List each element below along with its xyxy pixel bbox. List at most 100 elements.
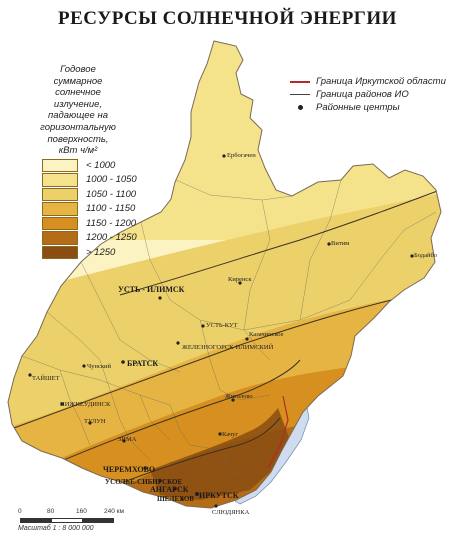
symbol-legend-row: Районные центры	[290, 101, 446, 114]
city-label-kachug: Качуг	[222, 431, 238, 438]
city-label-vitim: Витим	[331, 240, 349, 247]
city-label-angarsk: АНГАРСК	[150, 485, 189, 494]
city-label-bratsk: БРАТСК	[127, 359, 158, 368]
legend-row: > 1250	[42, 245, 137, 260]
legend-row: 1200 - 1250	[42, 231, 137, 246]
scale-bar: 0 80 160 240 км Масштаб 1 : 8 000 000	[18, 508, 128, 532]
city-label-taishet: ТАЙШЕТ	[32, 374, 60, 382]
legend-title-line: Годовое	[60, 64, 96, 75]
symbol-legend: Граница Иркутской области Граница районо…	[290, 75, 446, 114]
city-dot-kachug	[218, 432, 222, 436]
city-markers: Ербогачен Витим Бодайбо Киренск УСТЬ - И…	[28, 152, 437, 516]
city-label-usolye: УСОЛЬЕ-СИБИРСКОЕ	[105, 478, 182, 486]
legend-label: 1050 - 1100	[86, 188, 137, 200]
baikal-border-red	[267, 395, 289, 469]
legend-swatch	[42, 158, 78, 172]
scale-ticks: 0 80 160 240 км	[18, 508, 128, 518]
legend-label: 1000 - 1050	[86, 174, 137, 186]
city-label-kazachinskoe: Казачинское	[249, 331, 284, 338]
legend-title-line: суммарное	[53, 75, 103, 87]
zone-lt-1000-north	[176, 41, 268, 190]
city-label-cheremkhovo: ЧЕРЕМХОВО	[103, 465, 155, 474]
legend-row: 1150 - 1200	[42, 216, 137, 231]
legend-title-line: излучение,	[53, 98, 103, 110]
city-label-slyudyanka: СЛЮДЯНКА	[212, 509, 250, 516]
legend-title-line: кВт ч/м²	[58, 145, 98, 157]
map-title: РЕСУРСЫ СОЛНЕЧНОЙ ЭНЕРГИИ	[58, 8, 397, 29]
legend-label: 1100 - 1150	[86, 203, 136, 215]
city-label-kirensk: Киренск	[228, 276, 252, 283]
city-dot-shelekhov	[180, 497, 184, 501]
city-dot-zhigalovo	[231, 398, 235, 402]
legend-label: < 1000	[86, 159, 116, 171]
district-border-key	[290, 94, 310, 95]
scale-tick: 0	[18, 508, 22, 515]
city-dot-tulun	[88, 421, 92, 425]
legend-label: 1150 - 1200	[86, 217, 137, 229]
oblast-border-key	[290, 80, 310, 83]
symbol-legend-row: Граница Иркутской области	[290, 75, 446, 88]
city-label-chunsky: Чунский	[87, 363, 111, 370]
city-dot-slyudyanka	[214, 504, 218, 508]
legend-swatch	[42, 216, 78, 230]
legend-swatch	[42, 202, 78, 216]
symbol-label: Районные центры	[316, 102, 400, 113]
city-dot-bodaibo	[410, 254, 414, 258]
scale-tick: 160	[76, 508, 87, 515]
scale-ratio: Масштаб 1 : 8 000 000	[18, 525, 94, 532]
legend-title: Годовое суммарное солнечное излучение, п…	[22, 64, 134, 157]
city-dot-chunsky	[82, 364, 86, 368]
city-dot-vitim	[327, 242, 331, 246]
city-label-shelekhov: ШЕЛЕХОВ	[157, 495, 194, 503]
legend-color-scale: < 1000 1000 - 1050 1050 - 1100 1100 - 11…	[42, 158, 137, 260]
symbol-label: Граница Иркутской области	[316, 76, 446, 87]
city-label-nizhneudinsk: НИЖНЕУДИНСК	[60, 401, 111, 408]
city-dot-zheleznogorsk	[176, 341, 180, 345]
city-dot-irkutsk	[195, 492, 199, 496]
legend-title-line: поверхность,	[47, 133, 109, 145]
legend-swatch	[42, 245, 78, 259]
legend-label: 1200 - 1250	[86, 232, 137, 244]
city-label-tulun: ТУЛУН	[84, 418, 106, 425]
legend-swatch	[42, 173, 78, 187]
legend-title-line: падающее на	[48, 110, 108, 122]
city-label-erbogachen: Ербогачен	[227, 152, 256, 159]
city-label-zhigalovo: Жигалово	[225, 393, 253, 400]
city-dot-cheremkhovo	[143, 466, 147, 470]
city-label-ust-kut: УСТЬ-КУТ	[206, 322, 238, 329]
scale-tick: 80	[47, 508, 55, 515]
city-label-zheleznogorsk: ЖЕЛЕЗНОГОРСК-ИЛИМСКИЙ	[182, 343, 274, 351]
district-center-key	[290, 105, 310, 110]
city-dot-ust-ilimsk	[158, 296, 162, 300]
oblast-border	[7, 40, 442, 509]
legend-row: 1000 - 1050	[42, 173, 137, 188]
legend-swatch	[42, 231, 78, 245]
zone-gt-1250	[150, 408, 290, 500]
legend-row: 1050 - 1100	[42, 187, 137, 202]
scale-bar-graphic	[20, 518, 114, 523]
symbol-legend-row: Граница районов ИО	[290, 88, 446, 101]
city-label-ust-ilimsk: УСТЬ - ИЛИМСК	[118, 285, 185, 294]
legend-row: 1100 - 1150	[42, 202, 137, 217]
legend-title-line: горизонтальную	[40, 121, 116, 133]
city-label-bodaibo: Бодайбо	[414, 252, 437, 259]
city-dot-nizhneudinsk	[60, 402, 64, 406]
city-label-zima: ЗИМА	[118, 436, 137, 443]
city-label-irkutsk: ИРКУТСК	[199, 491, 239, 500]
legend-swatch	[42, 187, 78, 201]
scale-tick: 240 км	[104, 508, 124, 515]
city-dot-taishet	[28, 373, 32, 377]
city-dot-zima	[122, 439, 126, 443]
city-dot-kirensk	[238, 281, 242, 285]
city-dot-angarsk	[173, 487, 177, 491]
symbol-label: Граница районов ИО	[316, 89, 409, 100]
city-dot-bratsk	[121, 360, 125, 364]
city-dot-ust-kut	[201, 324, 205, 328]
legend-label: > 1250	[86, 246, 116, 258]
city-dot-usolye	[158, 479, 162, 483]
city-dot-erbogachen	[222, 154, 226, 158]
city-dot-kazachinskoe	[245, 337, 249, 341]
isolines	[13, 189, 441, 496]
legend-title-line: солнечное	[55, 87, 101, 99]
